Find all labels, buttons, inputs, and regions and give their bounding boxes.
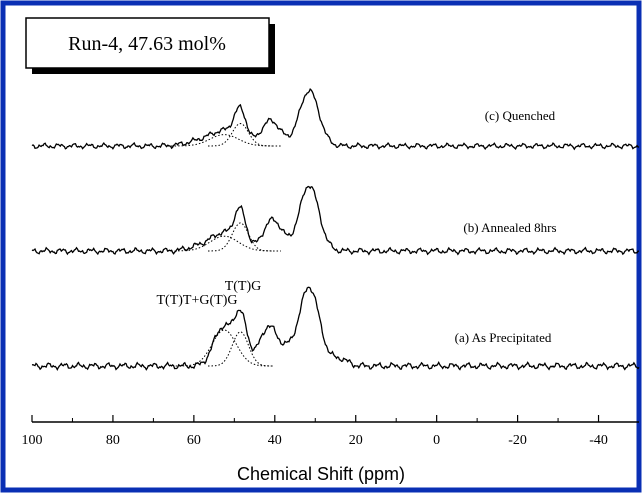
x-tick-label: 80: [106, 433, 120, 448]
plot-area: 100 80 60 40 20 0 -20 -40 (c) Quenched (b) Anneal…: [22, 88, 640, 448]
spectrum-line: [31, 88, 640, 151]
series-label: (c) Quenched: [485, 108, 556, 123]
spectrum-line: [31, 286, 640, 372]
x-tick-label: 0: [433, 433, 440, 448]
x-tick-label: 100: [22, 433, 43, 448]
deconvolution-peak: [208, 331, 273, 367]
x-tick-label: 40: [268, 433, 282, 448]
x-axis-label: Chemical Shift (ppm): [237, 464, 405, 484]
x-tick-label: -40: [589, 433, 608, 448]
spectrum-line: [31, 185, 640, 256]
title-box-face: [25, 17, 270, 69]
deconvolution-peak: [208, 222, 273, 252]
x-tick-label: 60: [187, 433, 201, 448]
series-label: (a) As Precipitated: [455, 330, 552, 345]
peak-label: T(T)G: [225, 279, 262, 294]
deconvolution-peak: [167, 235, 281, 252]
title-box: Run-4, 47.63 mol%: [25, 17, 275, 74]
x-tick-label: 20: [349, 433, 363, 448]
x-tick-label: -20: [508, 433, 527, 448]
deconvolution-peak: [208, 122, 273, 147]
peak-label: T(T)T+G(T)G: [157, 293, 238, 308]
series-label: (b) Annealed 8hrs: [463, 220, 556, 235]
chart-title: Run-4, 47.63 mol%: [68, 33, 226, 55]
